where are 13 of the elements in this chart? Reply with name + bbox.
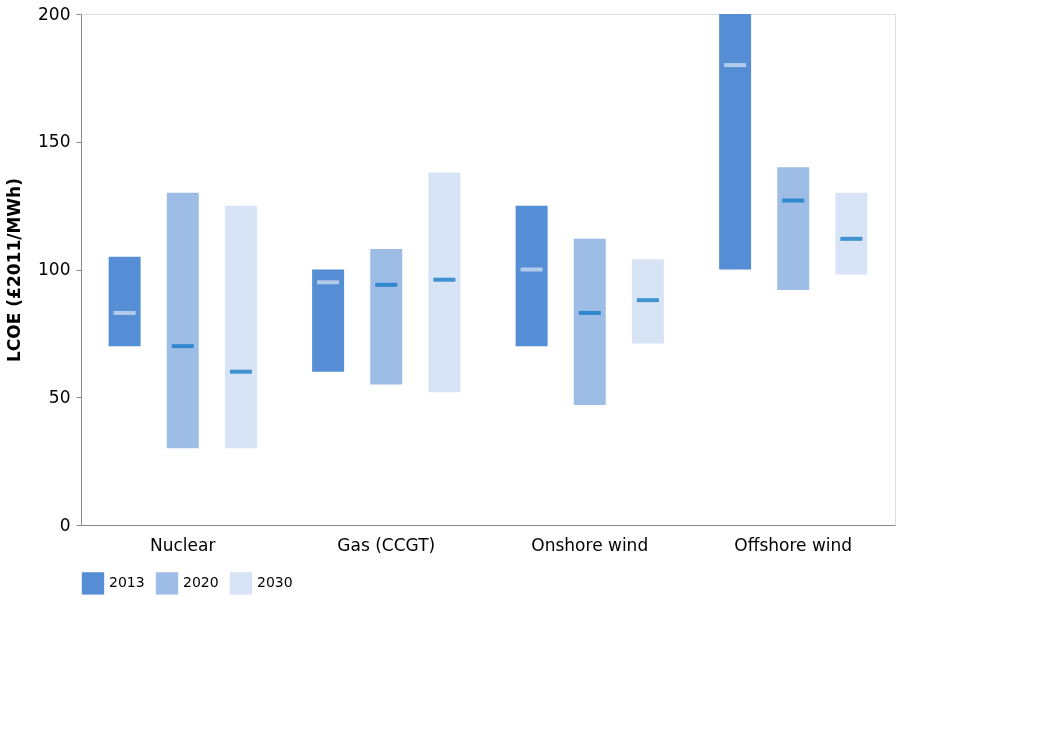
x-tick-label: Onshore wind	[531, 534, 649, 555]
y-tick-label: 50	[48, 386, 71, 407]
y-tick-label: 100	[38, 259, 71, 279]
legend-label: 2030	[257, 574, 293, 591]
legend-label: 2020	[183, 574, 219, 591]
x-tick-label: Nuclear	[150, 534, 216, 555]
y-tick-label: 0	[59, 514, 71, 535]
legend-label: 2013	[109, 574, 145, 591]
x-tick-label: Offshore wind	[734, 534, 853, 555]
x-tick-label: Gas (CCGT)	[337, 534, 436, 555]
y-axis-title: LCOE (£2011/MWh)	[4, 178, 25, 362]
y-tick-label: 200	[38, 3, 71, 24]
y-tick-label: 150	[38, 131, 71, 152]
